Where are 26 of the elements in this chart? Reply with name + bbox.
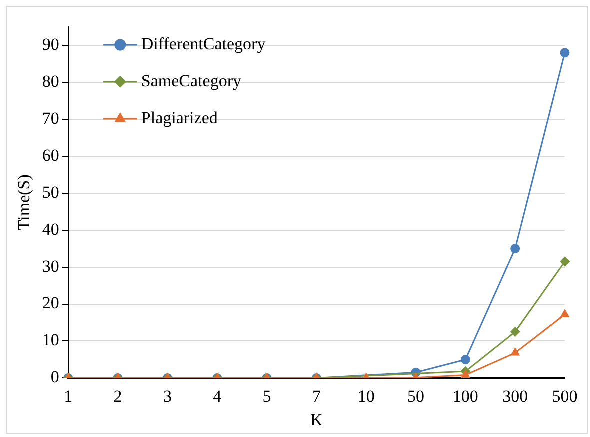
x-tick-label: 1 — [64, 386, 73, 406]
x-tick-label: 5 — [262, 386, 272, 406]
y-tick-label: 60 — [42, 146, 60, 165]
x-tick-label: 7 — [312, 386, 322, 406]
x-tick-label: 100 — [452, 386, 478, 406]
x-tick-label: 10 — [358, 386, 375, 406]
y-tick-label: 80 — [42, 72, 60, 91]
y-tick-label: 40 — [42, 220, 60, 239]
y-tick-label: 10 — [42, 330, 60, 350]
x-tick-label: 4 — [213, 386, 222, 406]
y-tick-label: 0 — [50, 368, 60, 387]
y-tick-label: 20 — [42, 294, 60, 313]
y-tick-label: 90 — [42, 34, 60, 54]
x-tick-label: 300 — [502, 386, 528, 406]
x-tick-label: 500 — [552, 386, 578, 406]
legend-label: Plagiarized — [141, 108, 218, 128]
x-tick-label: 2 — [114, 386, 122, 406]
x-axis-title: K — [310, 410, 324, 430]
x-tick-label: 3 — [163, 386, 172, 406]
y-tick-label: 70 — [42, 108, 60, 128]
legend-label: DifferentCategory — [141, 34, 266, 54]
y-tick-label: 50 — [42, 182, 60, 202]
y-axis-title: Time(S) — [14, 174, 34, 231]
legend-label: SameCategory — [141, 71, 242, 90]
y-tick-label: 30 — [42, 256, 60, 276]
x-tick-label: 50 — [408, 386, 425, 406]
